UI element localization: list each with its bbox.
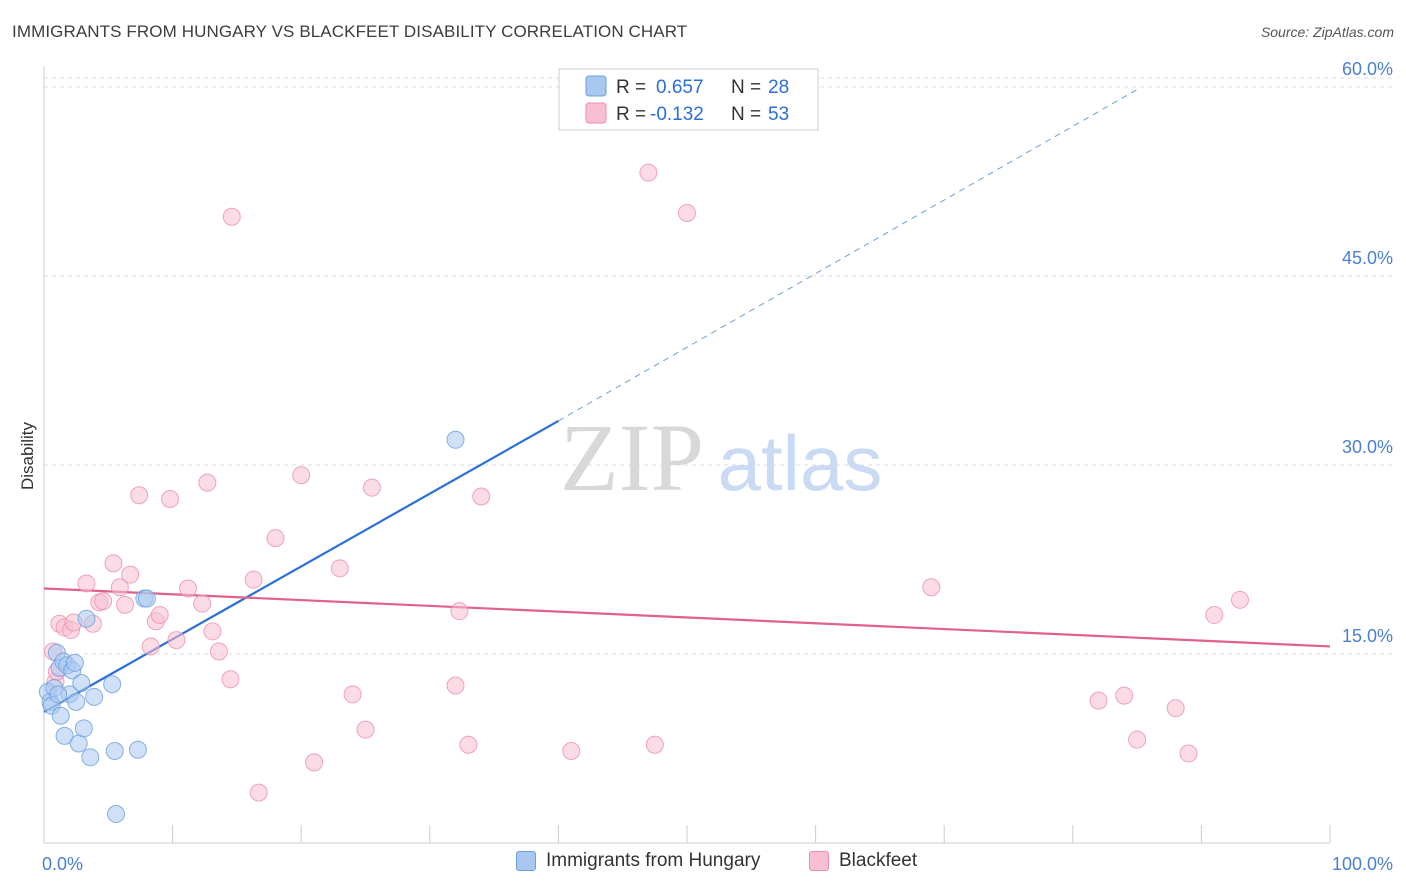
bottom-legend-item-hungary: Immigrants from Hungary (516, 850, 760, 872)
blackfeet-point-34 (343, 685, 362, 704)
blackfeet-point-23 (198, 473, 217, 492)
blackfeet-point-19 (161, 490, 180, 509)
blackfeet-point-42 (639, 163, 658, 182)
grid-lines (44, 77, 1394, 655)
hungary-point-22 (107, 805, 126, 824)
blackfeet-point-27 (222, 207, 241, 226)
hungary-point-12 (65, 653, 84, 672)
blackfeet-point-35 (356, 720, 375, 739)
legend-r-label-1: R = (616, 104, 646, 125)
hungary-point-26 (446, 430, 465, 449)
blackfeet-point-7 (77, 574, 96, 593)
blackfeet-point-18 (150, 605, 169, 624)
x-tick-label-right: 100.0% (1332, 854, 1393, 874)
watermark-atlas: atlas (718, 419, 883, 507)
y-tick-label-60: 60.0% (1342, 59, 1393, 79)
legend-n-value-0: 28 (768, 77, 789, 98)
y-tick-label-45: 45.0% (1342, 248, 1393, 268)
bottom-legend-swatch-hungary (516, 851, 536, 871)
hungary-point-16 (74, 719, 93, 738)
legend-n-label-1: N = (731, 104, 761, 125)
blackfeet-point-26 (221, 670, 240, 689)
data-points (38, 163, 1249, 824)
hungary-point-15 (72, 673, 91, 692)
hungary-point-25 (137, 589, 156, 608)
bottom-legend-label-blackfeet: Blackfeet (839, 850, 918, 871)
blackfeet-point-22 (193, 594, 212, 613)
y-tick-label-15: 15.0% (1342, 626, 1393, 646)
hungary-point-23 (128, 740, 147, 759)
blackfeet-point-52 (1230, 590, 1249, 609)
watermark: ZIP atlas (560, 404, 882, 511)
hungary-point-18 (81, 748, 100, 767)
legend-swatch-hungary (585, 75, 607, 97)
blackfeet-point-14 (121, 565, 140, 584)
blackfeet-point-12 (110, 578, 129, 597)
blackfeet-point-31 (292, 466, 311, 485)
blackfeet-point-33 (330, 559, 349, 578)
legend-r-label-0: R = (616, 77, 646, 98)
bottom-legend-label-hungary: Immigrants from Hungary (546, 850, 761, 871)
trend-lines (43, 89, 1331, 713)
blackfeet-point-37 (446, 676, 465, 695)
blackfeet-point-41 (562, 742, 581, 761)
hungary-point-14 (69, 734, 88, 753)
blackfeet-point-51 (1205, 605, 1224, 624)
blackfeet-point-16 (141, 637, 160, 656)
legend-swatch-blackfeet (585, 102, 607, 124)
blackfeet-point-47 (1115, 686, 1134, 705)
hungary-point-13 (67, 692, 86, 711)
blackfeet-point-36 (362, 478, 381, 497)
blackfeet-trend-line (43, 587, 1331, 648)
legend-n-value-1: 53 (768, 104, 789, 125)
blackfeet-point-30 (266, 529, 285, 548)
hungary-point-6 (51, 706, 70, 725)
blackfeet-point-10 (94, 592, 113, 611)
blackfeet-point-13 (116, 595, 135, 614)
hungary-trend-extension (558, 89, 1138, 422)
blackfeet-point-21 (179, 579, 198, 598)
bottom-legend: Immigrants from Hungary Blackfeet (0, 850, 1406, 880)
hungary-point-8 (55, 726, 74, 745)
bottom-legend-swatch-blackfeet (809, 851, 829, 871)
blackfeet-point-15 (130, 486, 149, 505)
blackfeet-point-46 (1089, 691, 1108, 710)
blackfeet-point-24 (203, 622, 222, 641)
source-label: Source: ZipAtlas.com (1260, 24, 1394, 40)
blackfeet-point-38 (450, 602, 469, 621)
blackfeet-point-28 (244, 570, 263, 589)
hungary-trend-line (43, 419, 559, 713)
blackfeet-point-40 (472, 487, 491, 506)
blackfeet-point-44 (678, 204, 696, 222)
bottom-legend-item-blackfeet: Blackfeet (809, 850, 917, 872)
blackfeet-point-48 (1128, 730, 1147, 749)
blackfeet-point-50 (1179, 744, 1198, 763)
x-tick-label-left: 0.0% (42, 854, 83, 874)
legend: R = 0.657 N = 28 R = -0.132 N = 53 (558, 68, 819, 131)
blackfeet-point-11 (104, 554, 123, 573)
blackfeet-point-32 (305, 753, 324, 772)
legend-r-value-1: -0.132 (650, 104, 704, 125)
watermark-zip: ZIP (560, 404, 704, 511)
hungary-point-27 (49, 685, 68, 704)
axes (43, 66, 1331, 844)
blackfeet-point-29 (249, 783, 268, 802)
legend-n-label-0: N = (731, 77, 761, 98)
hungary-point-19 (85, 687, 104, 706)
blackfeet-point-39 (459, 735, 478, 754)
hungary-point-20 (103, 675, 122, 694)
blackfeet-point-43 (645, 735, 664, 754)
blackfeet-point-20 (167, 631, 186, 650)
blackfeet-point-45 (922, 578, 941, 597)
tick-labels: 15.0% 30.0% 45.0% 60.0% 0.0% 100.0% (42, 59, 1393, 874)
y-axis-label: Disability (18, 421, 37, 490)
y-tick-label-30: 30.0% (1342, 437, 1393, 457)
legend-r-value-0: 0.657 (656, 77, 704, 98)
blackfeet-point-25 (209, 642, 228, 661)
chart-title: IMMIGRANTS FROM HUNGARY VS BLACKFEET DIS… (12, 22, 688, 41)
hungary-point-21 (105, 742, 124, 761)
blackfeet-point-49 (1166, 699, 1185, 718)
hungary-point-17 (77, 609, 96, 628)
